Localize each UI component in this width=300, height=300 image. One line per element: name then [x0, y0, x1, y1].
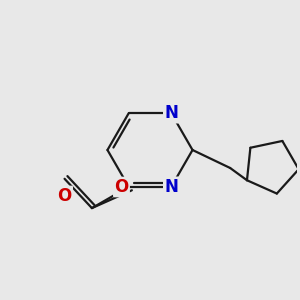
Text: N: N — [164, 178, 178, 196]
Text: O: O — [57, 187, 72, 205]
Text: O: O — [114, 178, 129, 196]
Text: N: N — [164, 104, 178, 122]
